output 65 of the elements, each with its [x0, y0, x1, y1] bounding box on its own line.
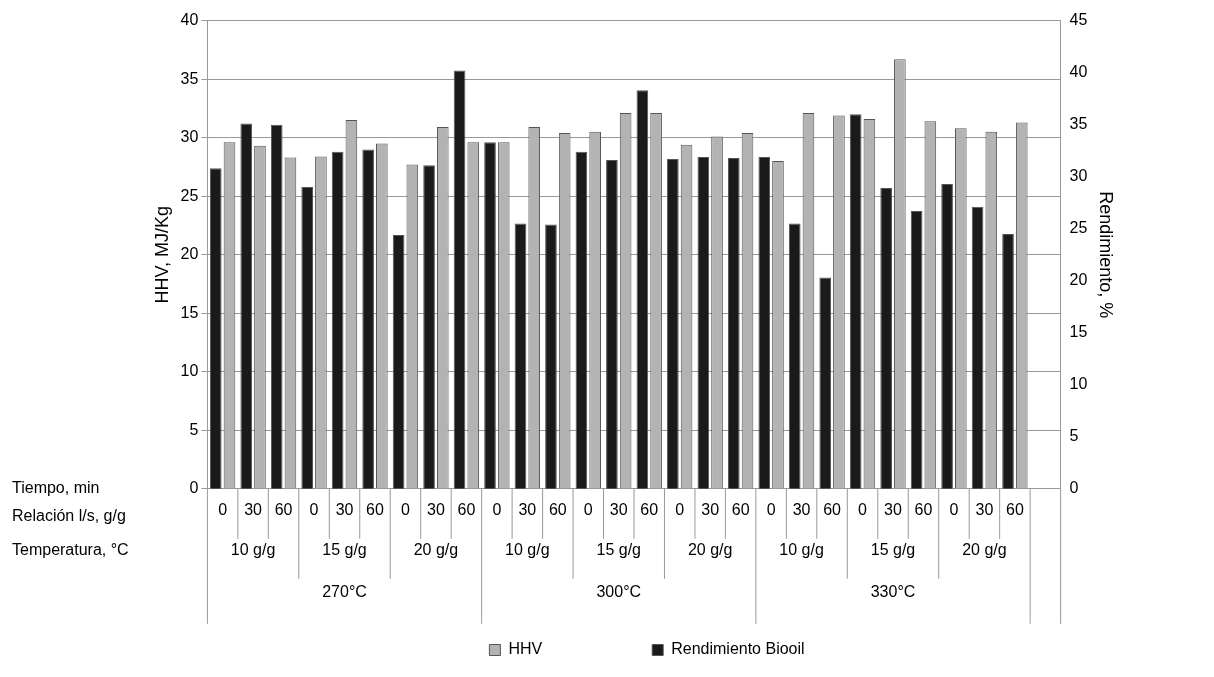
x-tick-label: 0 [401, 500, 411, 518]
y-tick-label: 30 [180, 128, 199, 146]
x-tick-label: 30 [244, 500, 263, 518]
x-tick-label: 30 [335, 500, 354, 518]
y2-tick-label: 35 [1069, 115, 1088, 133]
text: 270°C [322, 583, 367, 601]
x-tick-label: 30 [975, 500, 994, 518]
x-tick-label: 30 [792, 500, 811, 518]
text: Relación l/s, g/g [12, 507, 126, 525]
x-tick-label: 0 [309, 500, 319, 518]
text: 20 g/g [413, 541, 459, 559]
text: 15 g/g [596, 541, 642, 559]
legend-label: Rendimiento Biooil [671, 640, 805, 658]
y-tick-label: 15 [180, 303, 199, 321]
x-tick-label: 0 [766, 500, 776, 518]
x-tick-label: 0 [218, 500, 228, 518]
x-tick-label: 30 [701, 500, 720, 518]
y-tick-label: 40 [180, 11, 199, 29]
text: 15 g/g [322, 541, 367, 559]
y-tick-label: 20 [180, 245, 199, 263]
x-tick-label: 0 [492, 500, 502, 518]
text: Temperatura, °C [12, 541, 129, 559]
text: 300°C [596, 583, 642, 601]
x-tick-label: 30 [518, 500, 537, 518]
y-tick-label: 10 [180, 362, 199, 380]
y2-tick-label: 25 [1069, 219, 1088, 237]
text: 10 g/g [230, 541, 276, 559]
y2-tick-label: 15 [1069, 323, 1088, 341]
x-tick-label: 0 [583, 500, 593, 518]
y2-tick-label: 5 [1069, 427, 1079, 445]
text: 10 g/g [505, 541, 550, 559]
x-tick-label: 60 [914, 500, 933, 518]
y2-tick-label: 20 [1069, 271, 1088, 289]
x-tick-label: 60 [274, 500, 293, 518]
x-tick-label: 60 [731, 500, 750, 518]
y2-tick-label: 30 [1069, 167, 1088, 185]
text: Tiempo, min [12, 479, 100, 497]
y2-tick-label: 0 [1069, 479, 1079, 497]
y2-axis-title: Rendimiento, % [1096, 191, 1117, 319]
legend-label: HHV [508, 640, 543, 658]
y-tick-label: 0 [189, 479, 199, 497]
x-tick-label: 60 [1006, 500, 1024, 518]
x-tick-label: 60 [640, 500, 659, 518]
y2-tick-label: 45 [1069, 11, 1088, 29]
x-tick-label: 0 [675, 500, 685, 518]
text: 20 g/g [962, 541, 1007, 559]
x-tick-label: 60 [457, 500, 476, 518]
x-tick-label: 60 [366, 500, 384, 518]
x-tick-label: 0 [949, 500, 959, 518]
y-tick-label: 25 [180, 186, 199, 204]
y-tick-label: 35 [180, 69, 199, 87]
x-tick-label: 60 [823, 500, 842, 518]
y-tick-label: 5 [189, 420, 199, 438]
text: 10 g/g [779, 541, 824, 559]
text: 330°C [870, 583, 916, 601]
x-tick-label: 0 [858, 500, 868, 518]
y2-tick-label: 40 [1069, 63, 1088, 81]
x-tick-label: 30 [427, 500, 445, 518]
x-tick-label: 30 [884, 500, 903, 518]
text: 20 g/g [687, 541, 733, 559]
y-axis-title: HHV, MJ/Kg [151, 206, 172, 304]
x-tick-label: 30 [609, 500, 628, 518]
y2-tick-label: 10 [1069, 375, 1088, 393]
text: 15 g/g [870, 541, 916, 559]
x-tick-label: 60 [548, 500, 567, 518]
